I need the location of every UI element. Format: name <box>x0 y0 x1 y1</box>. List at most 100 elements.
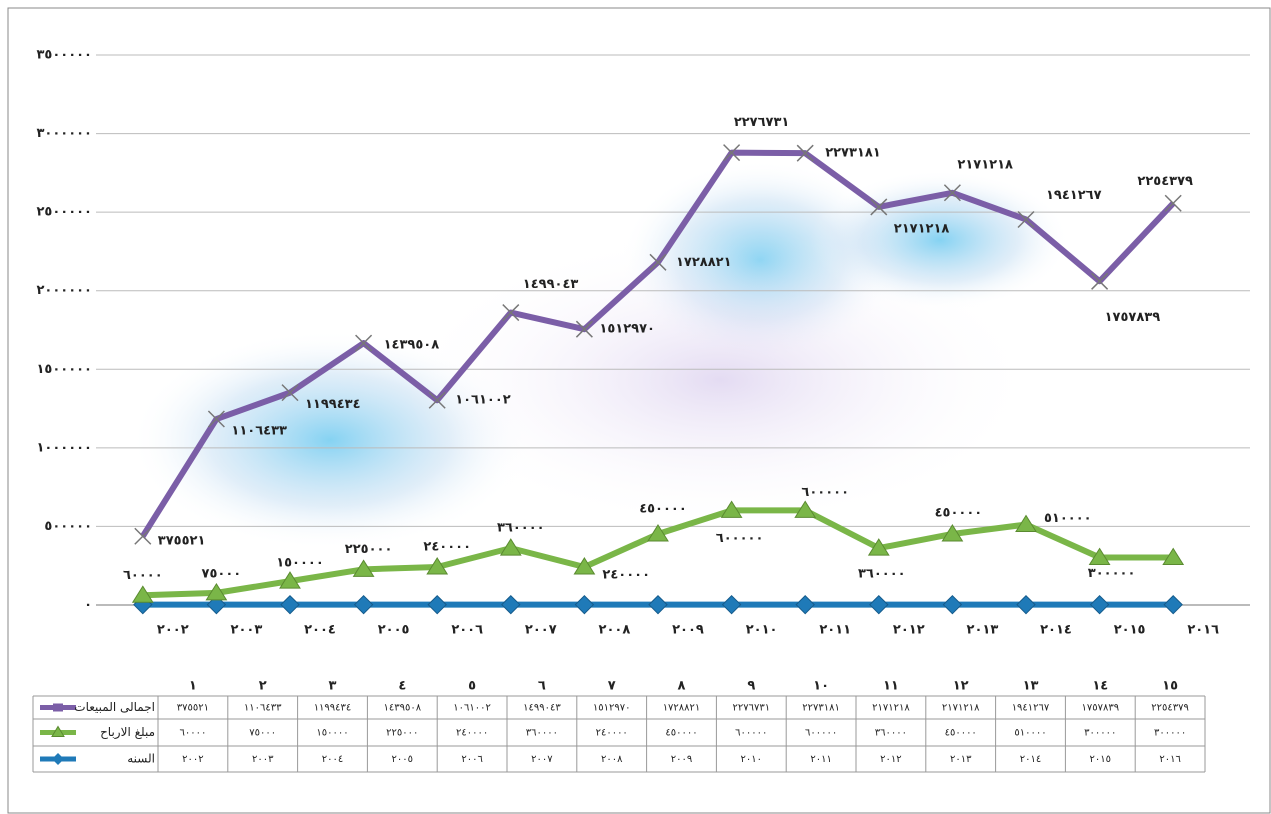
y-tick-label: ٥٠٠٠٠٠ <box>44 519 92 534</box>
x-tick-label: ٢٠٠٦ <box>451 623 483 638</box>
table-cell: ٣٠٠٠٠٠ <box>1154 728 1186 739</box>
x-tick-label: ٢٠١٠ <box>746 623 778 638</box>
table-cell: ٢١٧١٢١٨ <box>872 703 910 714</box>
x-tick-label: ٢٠١٥ <box>1114 623 1146 638</box>
data-label: ٣٦٠٠٠٠ <box>497 521 545 536</box>
table-cell: ٢٠٠٢ <box>182 754 203 765</box>
marker <box>1091 596 1109 614</box>
marker <box>649 596 667 614</box>
legend-marker <box>53 704 63 712</box>
table-cell: ٢٠٠٦ <box>461 754 482 765</box>
marker <box>355 596 373 614</box>
table-header: ٦ <box>538 679 546 694</box>
x-tick-label: ٢٠٠٨ <box>599 623 631 638</box>
data-label: ٣٠٠٠٠٠ <box>1088 566 1136 581</box>
table-cell: ١٠٦١٠٠٢ <box>453 703 491 714</box>
table-cell: ١٥٠٠٠٠ <box>316 728 348 739</box>
data-label: ١١٠٦٤٣٣ <box>231 424 287 439</box>
marker <box>428 596 446 614</box>
data-label: ١٧٢٨٨٢١ <box>676 255 732 270</box>
table-header: ٣ <box>329 679 337 694</box>
x-tick-label: ٢٠٠٣ <box>231 623 263 638</box>
data-label: ٢٤٠٠٠٠ <box>423 539 471 554</box>
data-label: ٦٠٠٠٠ <box>123 568 163 583</box>
table-cell: ١٥١٢٩٧٠ <box>593 703 631 714</box>
table-cell: ٢٠١٦ <box>1159 754 1180 765</box>
marker <box>943 596 961 614</box>
table-cell: ٣٦٠٠٠٠ <box>526 728 558 739</box>
y-tick-label: ١٥٠٠٠٠٠ <box>36 362 92 377</box>
data-label: ٢١٧١٢١٨ <box>957 157 1013 172</box>
data-label: ٢٢٧٦٧٣١ <box>734 115 790 130</box>
table-cell: ٢٠٠٨ <box>601 754 623 765</box>
table-cell: ٢٠١٥ <box>1090 754 1111 765</box>
table-header: ١٣ <box>1023 679 1039 694</box>
data-label: ٦٠٠٠٠٠ <box>801 485 849 500</box>
table-cell: ٢٤٠٠٠٠ <box>596 728 628 739</box>
table-header: ٩ <box>747 679 755 694</box>
data-label: ١٥٠٠٠٠ <box>276 556 324 571</box>
table-cell: ١٤٩٩٠٤٣ <box>523 703 561 714</box>
table-cell: ٢٢٧٦٧٣١ <box>732 703 770 714</box>
table-header: ٢ <box>259 679 267 694</box>
table-cell: ٢٠٠٣ <box>252 754 274 765</box>
table-cell: ٦٠٠٠٠٠ <box>735 728 767 739</box>
x-tick-label: ٢٠١٤ <box>1040 623 1072 638</box>
table-cell: ٢٢٥٠٠٠ <box>386 728 418 739</box>
table-cell: ٢٢٥٤٣٧٩ <box>1151 703 1189 714</box>
marker <box>870 596 888 614</box>
chart: ٠٥٠٠٠٠٠١٠٠٠٠٠٠١٥٠٠٠٠٠٢٠٠٠٠٠٠٢٥٠٠٠٠٠٣٠٠٠٠… <box>0 0 1271 814</box>
background-decoration <box>400 230 1040 530</box>
marker <box>723 596 741 614</box>
data-label: ٧٥٠٠٠ <box>202 566 242 581</box>
table-cell: ٤٥٠٠٠٠ <box>945 728 977 739</box>
marker <box>502 596 520 614</box>
table-cell: ٣٠٠٠٠٠ <box>1084 728 1116 739</box>
table-header: ١ <box>189 679 197 694</box>
table-header: ١٠ <box>813 679 829 694</box>
data-label: ١٩٤١٢٦٧ <box>1046 188 1102 203</box>
table-header: ٨ <box>678 679 686 694</box>
table-cell: ٢٢٧٣١٨١ <box>802 703 840 714</box>
table-cell: ٢٠١٠ <box>741 754 762 765</box>
x-tick-label: ٢٠١٢ <box>893 623 925 638</box>
data-label: ٤٥٠٠٠٠ <box>935 505 983 520</box>
data-label: ١٠٦١٠٠٢ <box>455 393 511 408</box>
table-header: ١١ <box>883 679 899 694</box>
marker <box>575 596 593 614</box>
table-header: ٧ <box>608 679 616 694</box>
table-cell: ٦٠٠٠٠ <box>179 728 206 739</box>
x-tick-label: ٢٠١١ <box>819 623 851 638</box>
table-cell: ٥١٠٠٠٠ <box>1014 728 1046 739</box>
table-cell: ١٧٥٧٨٣٩ <box>1081 703 1119 714</box>
legend-label: اجمالى المبيعات <box>74 700 155 714</box>
table-cell: ٢٠١٣ <box>950 754 972 765</box>
data-label: ٣٧٥٥٢١ <box>158 534 206 549</box>
marker <box>1017 596 1035 614</box>
table-cell: ٧٥٠٠٠ <box>249 728 276 739</box>
table-header: ١٥ <box>1162 679 1178 694</box>
data-label: ١٧٥٧٨٣٩ <box>1105 310 1161 325</box>
table-cell: ٢٠٠٧ <box>531 754 553 765</box>
table-cell: ٢٠٠٥ <box>392 754 413 765</box>
x-tick-label: ٢٠١٦ <box>1187 623 1219 638</box>
table-header: ٤ <box>398 679 406 694</box>
legend-label: مبلغ الارباح <box>100 725 155 740</box>
data-label: ١٤٩٩٠٤٣ <box>523 277 579 292</box>
data-label: ٢٢٧٣١٨١ <box>825 146 881 161</box>
data-label: ٥١٠٠٠٠ <box>1044 511 1092 526</box>
data-label: ٢٤٠٠٠٠ <box>602 567 650 582</box>
data-label: ٢٢٥٤٣٧٩ <box>1137 174 1193 189</box>
table-cell: ٢٤٠٠٠٠ <box>456 728 488 739</box>
table-cell: ١٩٤١٢٦٧ <box>1012 703 1050 714</box>
data-label: ١١٩٩٤٣٤ <box>305 397 361 412</box>
data-label: ٦٠٠٠٠٠ <box>716 531 764 546</box>
table-cell: ٦٠٠٠٠٠ <box>805 728 837 739</box>
table-cell: ٢٠١١ <box>810 754 831 765</box>
table-cell: ٣٦٠٠٠٠ <box>875 728 907 739</box>
marker <box>281 596 299 614</box>
marker <box>796 596 814 614</box>
data-label: ١٥١٢٩٧٠ <box>599 322 655 337</box>
y-tick-label: ٣٥٠٠٠٠٠ <box>36 48 92 63</box>
